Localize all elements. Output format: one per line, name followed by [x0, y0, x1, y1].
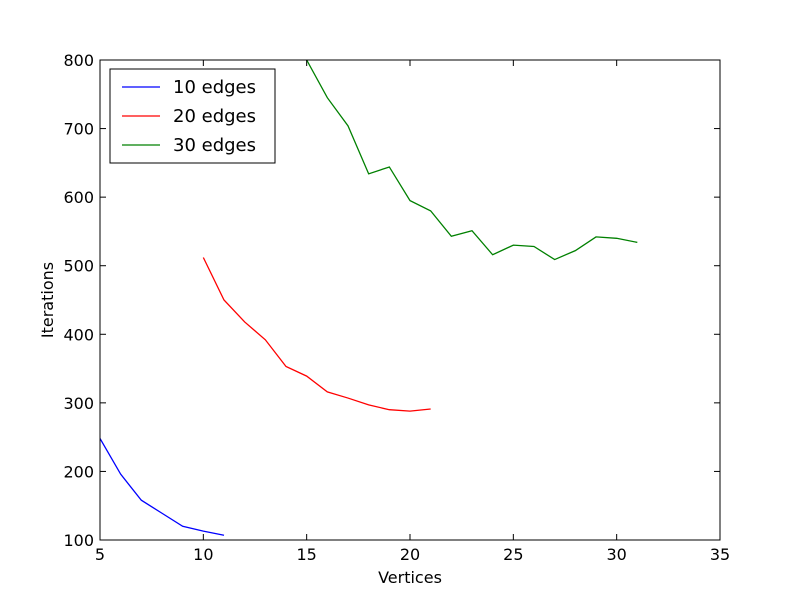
- series-line-2: [202, 257, 431, 412]
- y-tick-label: 800: [63, 51, 94, 70]
- x-tick-label: 10: [193, 545, 213, 564]
- y-tick-label: 300: [63, 394, 94, 413]
- y-tick-label: 700: [63, 120, 94, 139]
- x-tick-label: 20: [400, 545, 420, 564]
- y-tick-label: 500: [63, 257, 94, 276]
- x-tick-label: 30: [606, 545, 626, 564]
- x-axis-label: Vertices: [378, 568, 442, 587]
- series-layer: [100, 60, 638, 536]
- x-tick-label: 25: [503, 545, 523, 564]
- y-tick-label: 200: [63, 462, 94, 481]
- x-tick-label: 5: [95, 545, 105, 564]
- y-axis-label: Iterations: [38, 262, 57, 338]
- x-tick-label: 15: [296, 545, 316, 564]
- y-tick-label: 600: [63, 188, 94, 207]
- plot-frame: [99, 59, 721, 541]
- legend-label: 20 edges: [173, 106, 256, 127]
- series-line-3: [306, 60, 638, 261]
- y-tick-label: 100: [63, 531, 94, 550]
- ticks-layer: 5 10 15 20 25 30 35 100 200 300 400 500 600 700 800: [63, 51, 730, 564]
- x-tick-label: 35: [710, 545, 730, 564]
- legend: 10 edges 20 edges 30 edges: [109, 68, 276, 164]
- legend-label: 10 edges: [173, 77, 256, 98]
- legend-label: 30 edges: [173, 135, 256, 156]
- y-tick-label: 400: [63, 325, 94, 344]
- series-line-1: [100, 438, 225, 536]
